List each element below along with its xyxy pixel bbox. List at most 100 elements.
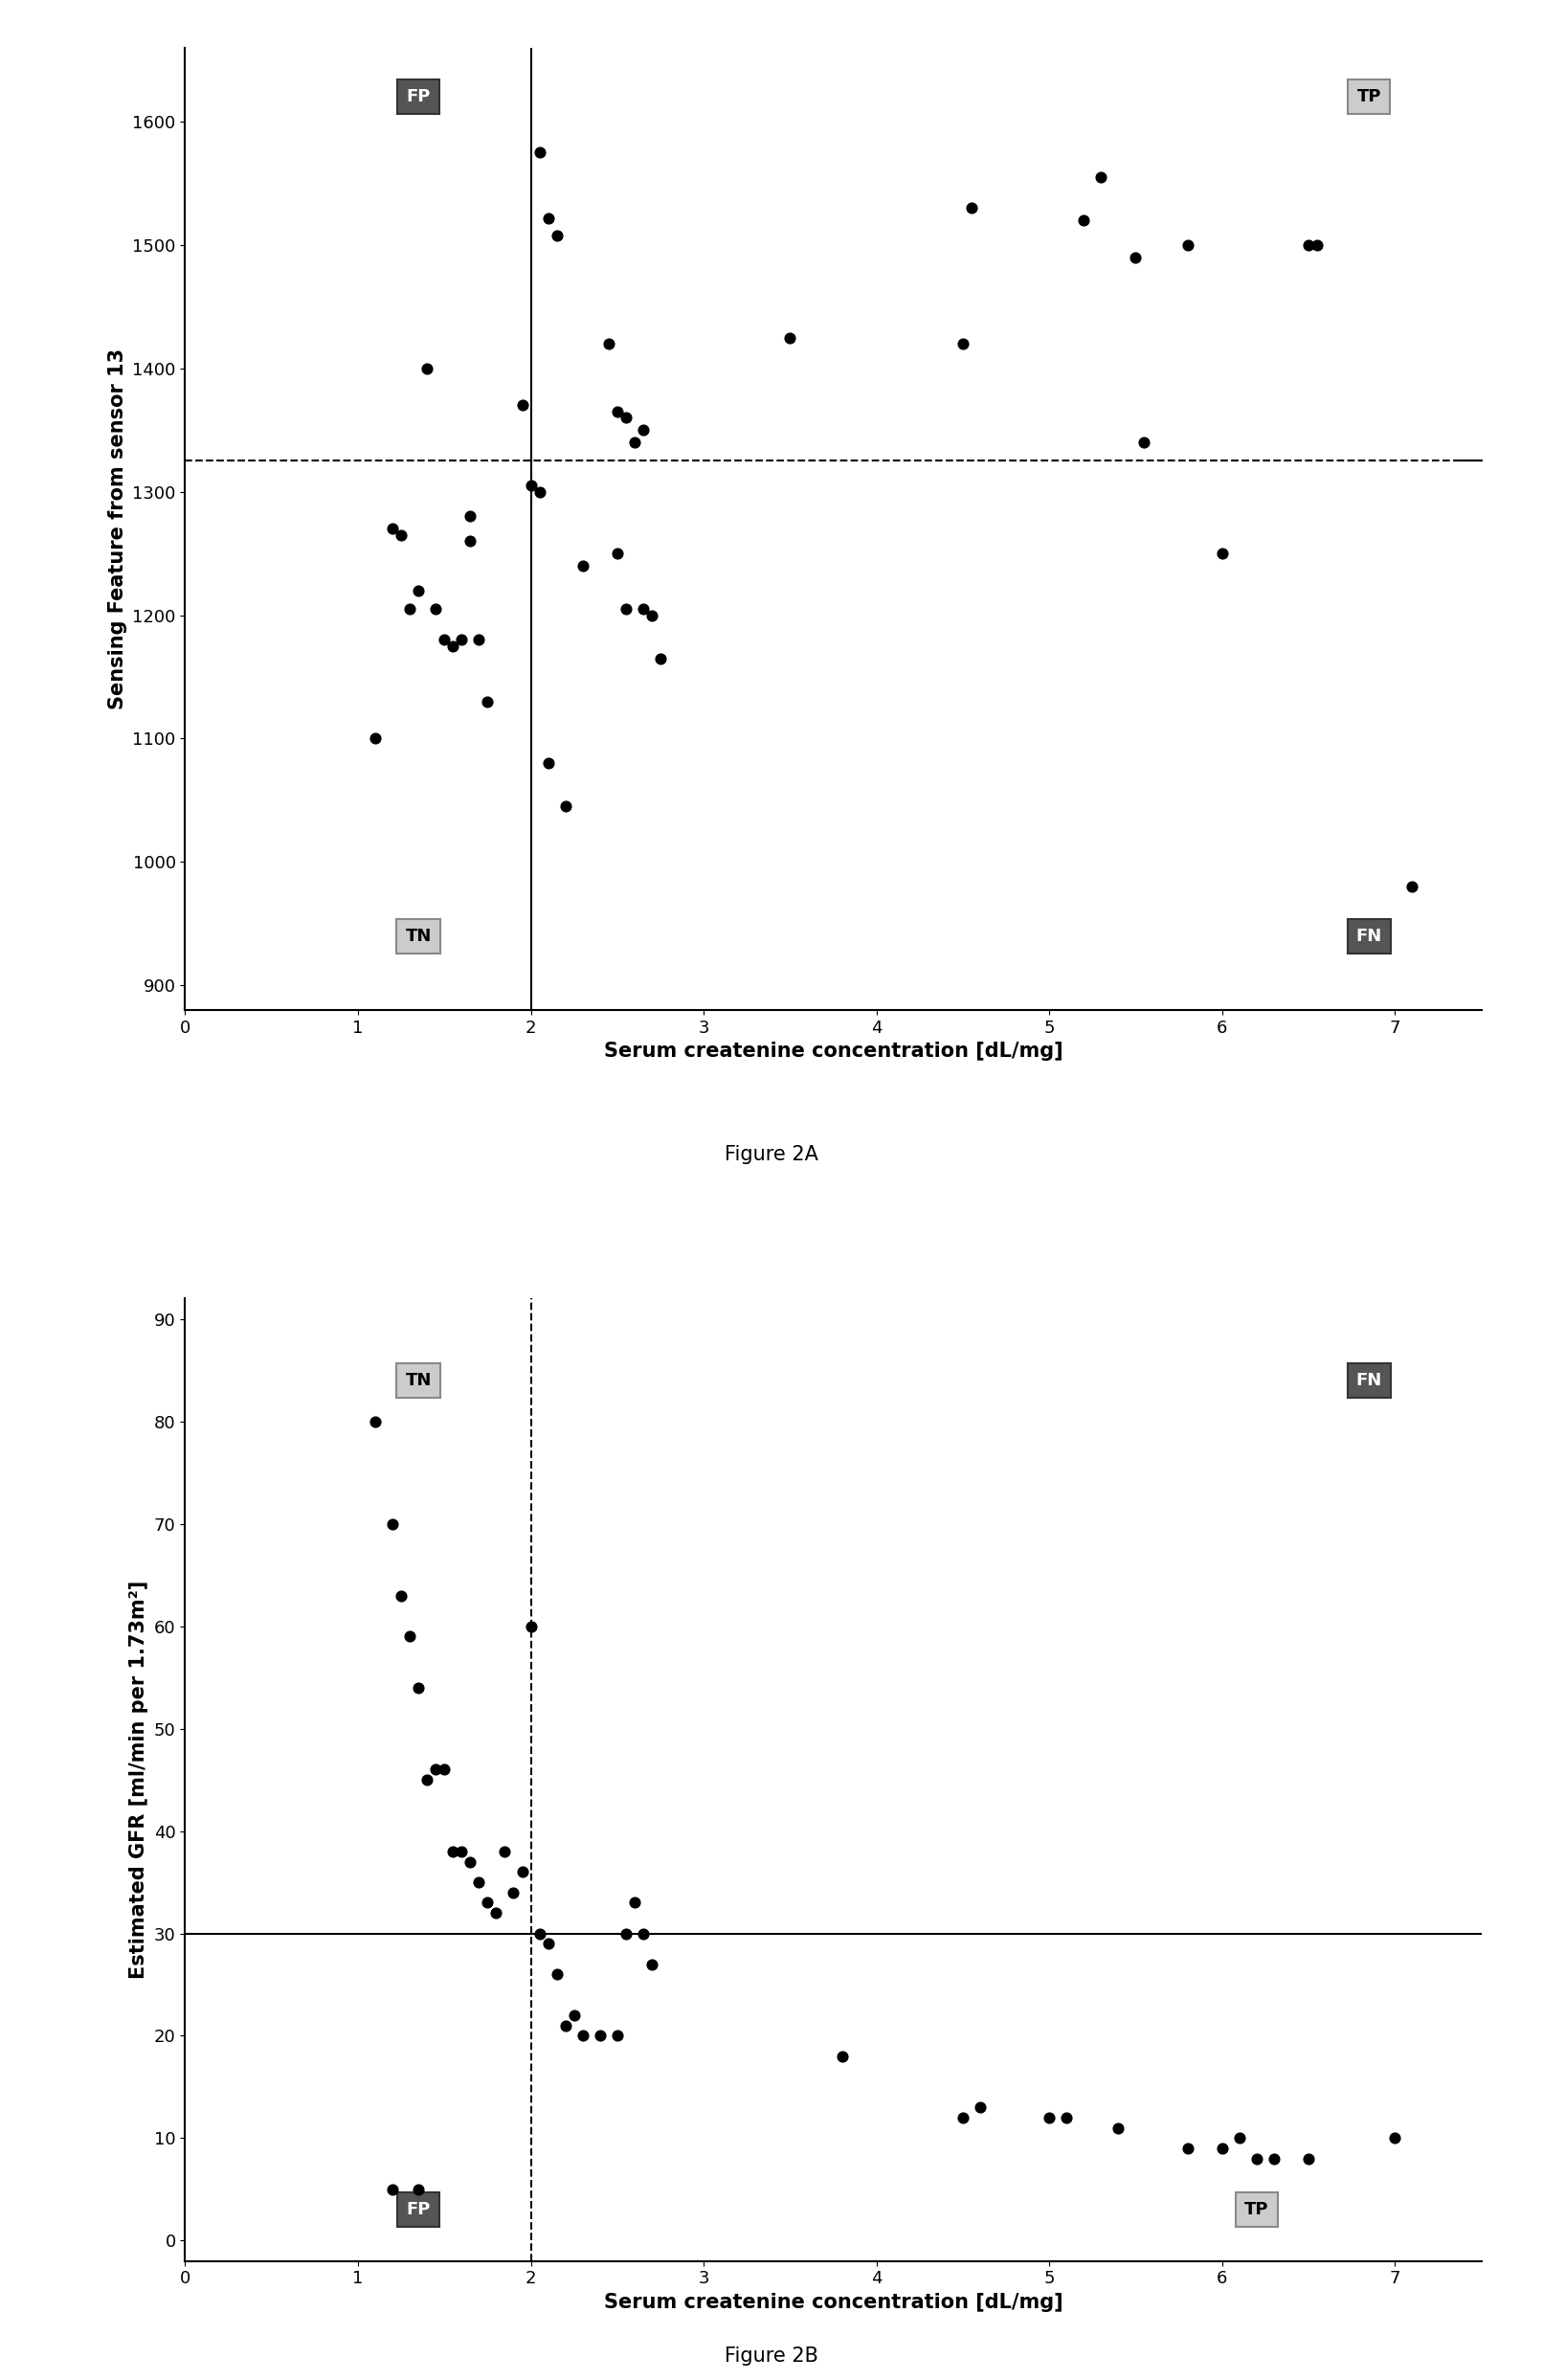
Point: [363, 1402, 387, 1440]
Point: [571, 2016, 596, 2054]
Point: [1133, 424, 1157, 462]
Point: [389, 516, 414, 555]
Point: [1383, 2118, 1407, 2156]
Point: [398, 1618, 423, 1656]
Point: [501, 1873, 526, 1911]
Point: [648, 640, 673, 678]
Point: [1054, 2099, 1079, 2137]
X-axis label: Serum createnine concentration [dL/mg]: Serum createnine concentration [dL/mg]: [603, 1042, 1063, 1061]
Point: [380, 1504, 404, 1542]
Point: [475, 1883, 500, 1921]
Text: FP: FP: [406, 88, 430, 105]
Point: [622, 424, 647, 462]
Point: [1262, 2140, 1287, 2178]
Point: [528, 133, 552, 171]
Y-axis label: Estimated GFR [ml/min per 1.73m²]: Estimated GFR [ml/min per 1.73m²]: [130, 1580, 148, 1980]
Point: [1227, 2118, 1251, 2156]
Point: [605, 2016, 630, 2054]
Point: [614, 1914, 639, 1952]
Point: [1305, 226, 1330, 264]
Point: [1123, 238, 1148, 276]
Point: [535, 745, 560, 783]
Point: [406, 1668, 430, 1706]
Text: FN: FN: [1356, 1371, 1383, 1390]
Point: [1106, 2109, 1131, 2147]
Point: [1176, 226, 1200, 264]
Text: Figure 2A: Figure 2A: [725, 1145, 818, 1164]
Point: [950, 324, 975, 362]
Point: [778, 319, 802, 357]
Text: TP: TP: [1244, 2202, 1268, 2218]
Point: [960, 188, 984, 226]
Point: [466, 621, 491, 659]
Point: [1210, 2130, 1234, 2168]
Point: [631, 1914, 656, 1952]
Point: [398, 590, 423, 628]
Point: [830, 2037, 855, 2075]
Point: [441, 1833, 466, 1871]
Point: [509, 386, 534, 424]
Point: [605, 536, 630, 574]
Point: [545, 1956, 569, 1994]
Point: [509, 1854, 534, 1892]
Point: [552, 2006, 577, 2044]
Point: [1210, 536, 1234, 574]
Point: [518, 1607, 543, 1645]
Point: [605, 393, 630, 431]
Point: [631, 590, 656, 628]
Point: [535, 1925, 560, 1964]
Point: [639, 1944, 663, 1983]
Point: [389, 1576, 414, 1614]
Point: [1296, 2140, 1321, 2178]
Point: [363, 719, 387, 757]
Point: [406, 2171, 430, 2209]
Point: [614, 400, 639, 438]
Point: [631, 412, 656, 450]
Point: [423, 590, 447, 628]
Text: TN: TN: [406, 928, 432, 945]
Point: [492, 1833, 517, 1871]
Point: [535, 200, 560, 238]
Point: [1296, 226, 1321, 264]
Point: [518, 466, 543, 505]
X-axis label: Serum createnine concentration [dL/mg]: Serum createnine concentration [dL/mg]: [603, 2292, 1063, 2311]
Point: [458, 1842, 483, 1880]
Point: [1037, 2099, 1062, 2137]
Point: [380, 509, 404, 547]
Point: [1071, 202, 1096, 240]
Text: Figure 2B: Figure 2B: [725, 2347, 818, 2366]
Point: [950, 2099, 975, 2137]
Point: [1400, 869, 1424, 907]
Text: TN: TN: [406, 1371, 432, 1390]
Point: [552, 788, 577, 826]
Point: [441, 626, 466, 664]
Text: TP: TP: [1356, 88, 1381, 105]
Point: [967, 2087, 992, 2125]
Point: [571, 547, 596, 585]
Text: FN: FN: [1356, 928, 1383, 945]
Point: [1244, 2140, 1268, 2178]
Point: [639, 595, 663, 633]
Text: FP: FP: [406, 2202, 430, 2218]
Point: [380, 2171, 404, 2209]
Point: [1176, 2130, 1200, 2168]
Point: [622, 1883, 647, 1921]
Point: [458, 521, 483, 559]
Point: [1089, 157, 1114, 195]
Point: [423, 1752, 447, 1790]
Point: [432, 621, 457, 659]
Point: [406, 571, 430, 609]
Point: [614, 590, 639, 628]
Point: [449, 1833, 474, 1871]
Point: [545, 217, 569, 255]
Point: [432, 1752, 457, 1790]
Point: [528, 1914, 552, 1952]
Point: [458, 497, 483, 536]
Point: [415, 350, 440, 388]
Point: [588, 2016, 613, 2054]
Y-axis label: Sensing Feature from sensor 13: Sensing Feature from sensor 13: [108, 347, 127, 709]
Point: [562, 1997, 586, 2035]
Point: [528, 474, 552, 512]
Point: [485, 1894, 509, 1933]
Point: [415, 1761, 440, 1799]
